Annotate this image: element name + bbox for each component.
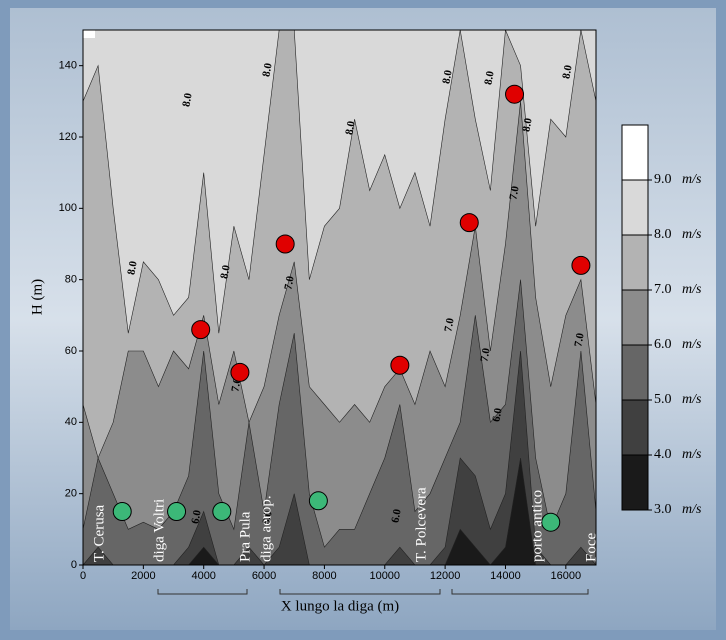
x-tick-label: 10000 bbox=[369, 570, 400, 582]
colorbar-segment bbox=[621, 179, 649, 236]
y-tick-label: 0 bbox=[71, 559, 77, 571]
x-tick-label: 14000 bbox=[490, 570, 521, 582]
y-tick-label: 120 bbox=[59, 131, 77, 143]
contour-label: 6.0 bbox=[189, 509, 203, 525]
y-tick-label: 60 bbox=[65, 345, 77, 357]
marker bbox=[230, 362, 250, 382]
site-label: diga aerop. bbox=[258, 495, 274, 562]
colorbar-label: 7.0 bbox=[654, 282, 672, 297]
y-tick-label: 140 bbox=[59, 60, 77, 72]
brackets bbox=[157, 589, 589, 595]
colorbar-unit: m/s bbox=[682, 282, 702, 297]
marker bbox=[308, 491, 328, 511]
colorbar-top bbox=[621, 124, 649, 181]
contour-label: 8.0 bbox=[180, 92, 194, 108]
colorbar-label: 6.0 bbox=[654, 337, 672, 352]
contour-label: 8.0 bbox=[125, 260, 139, 276]
marker bbox=[212, 502, 232, 521]
marker bbox=[191, 320, 211, 340]
marker bbox=[112, 502, 132, 521]
site-label: diga Voltri bbox=[151, 499, 167, 562]
colorbar-unit: m/s bbox=[682, 172, 702, 187]
colorbar-label: 3.0 bbox=[654, 502, 672, 517]
plot-border bbox=[82, 29, 597, 566]
x-axis-label: X lungo la diga (m) bbox=[281, 598, 399, 614]
x-tick-label: 8000 bbox=[312, 570, 336, 582]
contour-label: 6.0 bbox=[389, 508, 403, 524]
colorbar-label: 5.0 bbox=[654, 392, 672, 407]
marker bbox=[505, 84, 525, 104]
contour-label: 8.0 bbox=[343, 120, 357, 136]
colorbar-segment bbox=[621, 344, 649, 401]
contour-label: 6.0 bbox=[490, 407, 504, 423]
site-label: Foce bbox=[583, 533, 599, 563]
y-tick-label: 40 bbox=[65, 416, 77, 428]
x-tick-label: 6000 bbox=[252, 570, 276, 582]
y-axis-label: H (m) bbox=[29, 279, 45, 315]
colorbar-segment bbox=[621, 454, 649, 511]
contour-label: 7.0 bbox=[478, 347, 492, 363]
site-label: porto antico bbox=[529, 490, 545, 562]
marker bbox=[275, 234, 295, 254]
marker bbox=[390, 355, 410, 375]
contour-label: 8.0 bbox=[520, 117, 534, 133]
colorbar-label: 9.0 bbox=[654, 172, 672, 187]
x-tick-label: 12000 bbox=[430, 570, 461, 582]
contour-label: 7.0 bbox=[282, 275, 296, 291]
contour-label: 8.0 bbox=[560, 64, 574, 80]
site-label: T. Cerusa bbox=[91, 504, 107, 562]
marker bbox=[541, 512, 561, 532]
colorbar-unit: m/s bbox=[682, 337, 702, 352]
colorbar-unit: m/s bbox=[682, 502, 702, 517]
colorbar-segment bbox=[621, 399, 649, 456]
site-label: T. Polcevera bbox=[413, 487, 429, 562]
x-tick-label: 0 bbox=[80, 570, 86, 582]
colorbar-segment bbox=[621, 289, 649, 346]
contour-label: 8.0 bbox=[482, 70, 496, 86]
contour-label: 8.0 bbox=[440, 69, 454, 85]
contour-label: 8.0 bbox=[218, 264, 232, 280]
contour-label: 8.0 bbox=[260, 62, 274, 78]
y-tick-label: 80 bbox=[65, 274, 77, 286]
x-tick-label: 16000 bbox=[551, 570, 582, 582]
marker bbox=[167, 502, 187, 521]
y-tick-label: 100 bbox=[59, 202, 77, 214]
x-tick-label: 4000 bbox=[191, 570, 215, 582]
marker bbox=[571, 255, 591, 275]
contour-label: 7.0 bbox=[507, 185, 521, 201]
colorbar-unit: m/s bbox=[682, 227, 702, 242]
colorbar-label: 8.0 bbox=[654, 227, 672, 242]
colorbar-unit: m/s bbox=[682, 447, 702, 462]
top-region bbox=[83, 30, 95, 38]
x-tick-label: 2000 bbox=[131, 570, 155, 582]
colorbar-unit: m/s bbox=[682, 392, 702, 407]
colorbar-segment bbox=[621, 234, 649, 291]
contour-label: 6.0 bbox=[260, 510, 274, 526]
site-label: Pra Pula bbox=[237, 511, 253, 562]
contour-label: 7.0 bbox=[442, 317, 456, 333]
colorbar-label: 4.0 bbox=[654, 447, 672, 462]
marker bbox=[459, 213, 479, 233]
contour-label: 7.0 bbox=[572, 332, 586, 348]
y-tick-label: 20 bbox=[65, 488, 77, 500]
